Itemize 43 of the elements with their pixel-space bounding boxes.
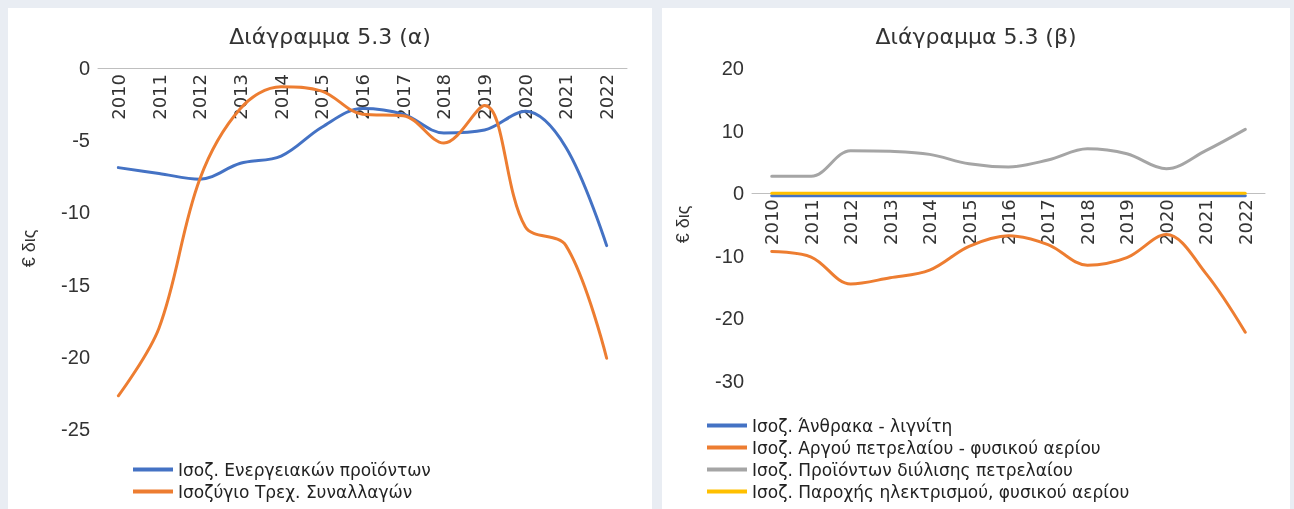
y-tick-label: -20 xyxy=(61,345,90,368)
x-tick-label: 2011 xyxy=(800,199,822,246)
y-tick-label: -10 xyxy=(715,244,744,267)
legend-label: Ισοζ. Ενεργειακών προϊόντων xyxy=(178,459,431,480)
chart-title: Διάγραμμα 5.3 (α) xyxy=(229,23,431,49)
legend-label: Ισοζ. Παροχής ηλεκτρισμού, φυσικού αερίου xyxy=(752,481,1130,502)
legend-label: Ισοζ. Προϊόντων διύλισης πετρελαίου xyxy=(752,459,1073,480)
y-tick-label: -25 xyxy=(61,418,90,440)
x-tick-label: 2017 xyxy=(1037,199,1059,246)
x-tick-label: 2019 xyxy=(1116,199,1138,246)
legend-label: Ισοζύγιο Τρεχ. Συναλλαγών xyxy=(178,481,413,502)
x-tick-label: 2020 xyxy=(1155,199,1177,246)
y-tick-label: 10 xyxy=(721,119,744,142)
legend-label: Ισοζ. Αργού πετρελαίου - φυσικού αερίου xyxy=(752,437,1101,458)
y-tick-label: -10 xyxy=(61,201,90,224)
x-tick-label: 2012 xyxy=(840,199,862,246)
y-axis-title: € δις xyxy=(19,229,39,268)
x-tick-label: 2014 xyxy=(919,199,941,246)
y-tick-label: -15 xyxy=(61,273,90,296)
y-tick-label: -30 xyxy=(715,370,744,392)
y-tick-label: -5 xyxy=(72,129,90,152)
x-tick-label: 2014 xyxy=(270,74,292,120)
x-tick-label: 2018 xyxy=(1076,199,1098,246)
x-tick-label: 2022 xyxy=(1234,199,1256,246)
x-tick-label: 2016 xyxy=(998,199,1019,246)
x-tick-label: 2010 xyxy=(761,199,783,246)
x-tick-label: 2010 xyxy=(107,74,129,120)
y-tick-label: 20 xyxy=(721,57,744,79)
y-tick-label: 0 xyxy=(732,182,744,205)
chart-title: Διάγραμμα 5.3 (β) xyxy=(875,23,1077,49)
x-tick-label: 2022 xyxy=(596,74,618,120)
x-tick-label: 2015 xyxy=(958,199,980,246)
x-tick-label: 2011 xyxy=(148,74,170,120)
x-tick-label: 2013 xyxy=(879,199,901,246)
y-tick-label: 0 xyxy=(78,57,90,79)
x-tick-label: 2021 xyxy=(555,74,577,120)
legend-label: Ισοζ. Άνθρακα - λιγνίτη xyxy=(752,415,953,436)
x-tick-label: 2021 xyxy=(1195,199,1217,246)
x-tick-label: 2018 xyxy=(433,74,455,120)
line-series xyxy=(770,127,1247,178)
y-axis-title: € δις xyxy=(673,205,693,244)
y-tick-label: -20 xyxy=(715,307,744,330)
x-tick-label: 2012 xyxy=(189,74,211,120)
